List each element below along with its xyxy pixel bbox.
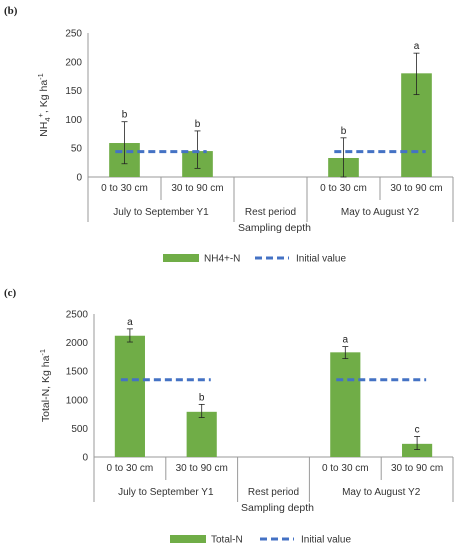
x-group-label: Rest period [248,487,299,498]
x-tick-label: 0 to 30 cm [107,463,154,474]
x-tick-label: 30 to 90 cm [390,183,442,194]
x-tick-label: 0 to 30 cm [320,183,367,194]
x-tick-label: 30 to 90 cm [171,183,223,194]
bar [330,352,361,457]
y-axis-title: NH4+, Kg ha-1 [36,73,52,137]
y-tick-label: 200 [65,57,82,68]
significance-letter: a [343,335,349,346]
x-axis-title: Sampling depth [238,222,311,234]
significance-letter: a [414,41,420,52]
x-tick-label: 30 to 90 cm [176,463,228,474]
significance-letter: c [415,424,420,435]
bar [402,443,433,457]
chart-panel-0: (b) 0 50 100 150 200 250 NH4+, Kg ha-1 0 to 30 c… [4,5,454,265]
legend-label: Initial value [296,254,346,265]
legend-label: NH4+-N [204,254,240,265]
y-tick-label: 50 [71,144,83,155]
bar [114,335,145,457]
panel-label: (b) [4,5,18,17]
significance-letter: b [122,110,128,121]
bar [186,411,217,457]
x-axis-title: Sampling depth [241,502,314,514]
legend-swatch-bar [163,254,199,262]
y-tick-label: 0 [82,453,88,464]
y-tick-label: 2500 [66,310,89,321]
x-group-label: July to September Y1 [113,207,209,218]
x-group-label: Rest period [245,207,296,218]
x-tick-label: 0 to 30 cm [101,183,148,194]
y-tick-label: 500 [71,424,88,435]
x-tick-label: 30 to 90 cm [391,463,443,474]
y-tick-label: 1500 [66,367,89,378]
legend-label: Total-N [211,535,243,546]
y-tick-label: 2000 [66,338,89,349]
x-group-label: May to August Y2 [342,487,421,498]
y-axis-title: Total-N, Kg ha-1 [38,349,52,422]
legend-label: Initial value [301,535,351,546]
y-tick-label: 0 [76,173,82,184]
chart-panel-1: (c) 0 500 1000 1500 2000 2500 Total-N, Kg ha-1 0… [4,287,454,546]
y-tick-label: 250 [65,29,82,40]
x-group-label: July to September Y1 [118,487,214,498]
y-tick-label: 100 [65,115,82,126]
significance-letter: b [195,119,201,130]
significance-letter: b [341,126,347,137]
significance-letter: b [199,392,205,403]
x-group-label: May to August Y2 [341,207,420,218]
x-tick-label: 0 to 30 cm [322,463,369,474]
significance-letter: a [127,317,133,328]
y-tick-label: 150 [65,86,82,97]
legend-swatch-bar [170,535,206,543]
y-tick-label: 1000 [66,395,89,406]
panel-label: (c) [4,287,17,299]
